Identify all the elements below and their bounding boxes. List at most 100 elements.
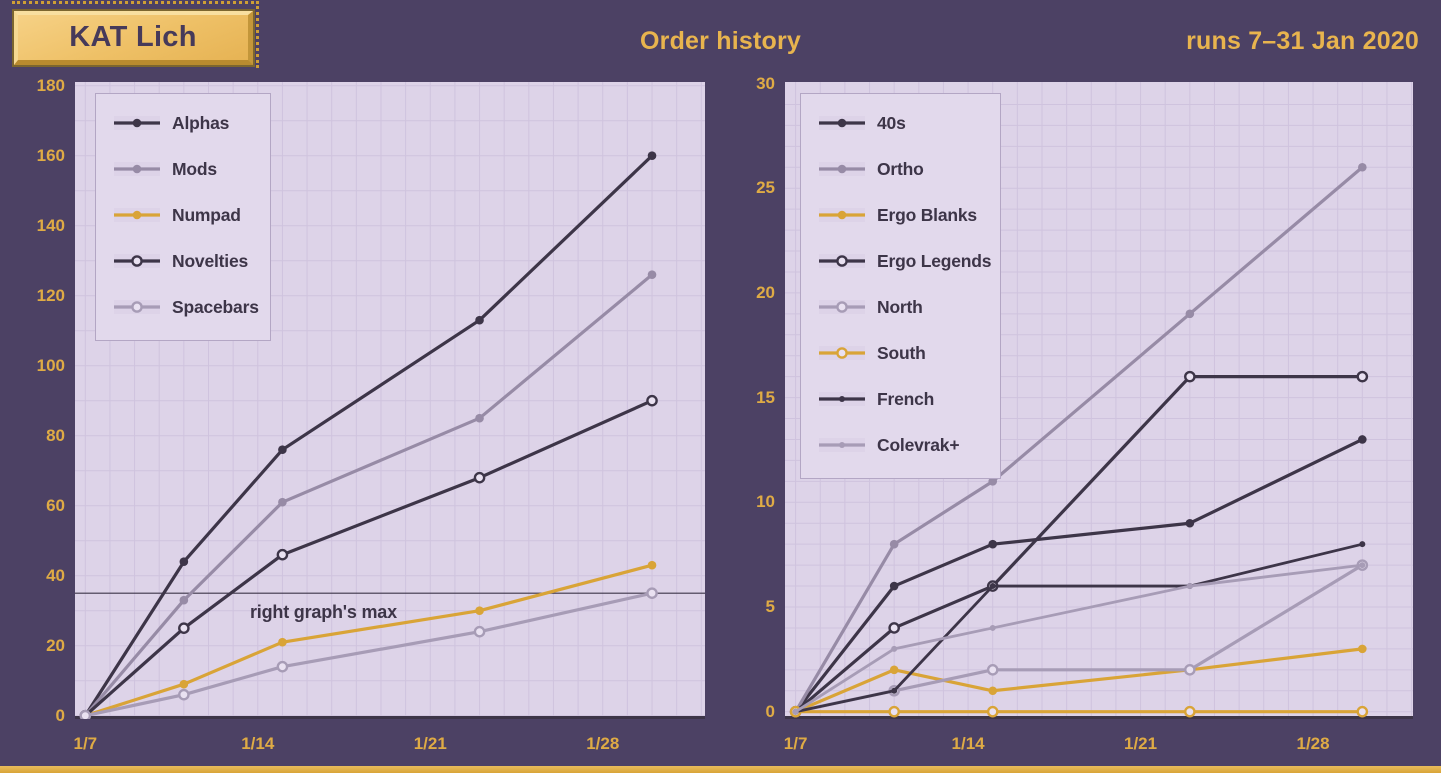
y-axis-tick-label: 20 [46,635,65,655]
bottom-accent-strip [0,766,1441,773]
legend-label: Spacebars [172,296,259,317]
legend-label: Ergo Legends [877,250,992,271]
data-point-mods [278,497,287,507]
legend-item-novelties: Novelties [114,238,270,284]
legend-swatch-ergo-blanks-icon [819,208,865,222]
x-axis-tick-label: 1/14 [241,734,275,753]
data-point-mods [647,270,657,279]
y-axis-tick-label: 100 [36,355,65,375]
data-point-colevrak [792,708,799,715]
data-point-ortho [988,477,998,486]
legend-swatch-40s-icon [819,116,865,130]
page-title: Order history [640,27,801,55]
kat-lich-keycap-button[interactable]: KAT Lich [12,9,255,67]
data-point-alphas [647,151,657,160]
x-axis-tick-label: 1/28 [1296,734,1330,753]
data-point-numpad [278,637,287,647]
y-axis-tick-label: 0 [765,701,775,721]
legend-label: South [877,342,926,363]
right-chart-plot [785,82,1413,719]
legend-swatch-novelties-icon [114,254,160,268]
data-point-numpad [647,560,657,570]
data-point-novelties [646,394,658,407]
data-point-ergo-legends [1184,370,1196,383]
y-axis-tick-label: 20 [756,282,775,302]
x-axis-tick-label: 1/28 [586,734,620,753]
data-point-spacebars [79,709,92,719]
y-axis-tick-label: 0 [55,705,65,725]
x-axis-tick-label: 1/7 [783,734,808,753]
data-point-numpad [475,606,484,615]
data-point-40s [988,539,998,549]
data-point-ergo-legends [1356,370,1369,383]
legend-label: Ergo Blanks [877,204,977,225]
date-range-label: runs 7–31 Jan 2020 [1186,27,1419,55]
legend-swatch-north-icon [819,300,865,314]
data-point-40s [889,581,899,591]
y-axis-tick-label: 80 [46,425,65,445]
x-axis-tick-label: 1/21 [1124,734,1158,753]
y-axis-tick-label: 40 [46,565,65,585]
data-point-north [1184,664,1196,676]
y-axis-tick-label: 120 [36,285,65,305]
data-point-south [986,705,999,718]
legend-label: French [877,388,935,409]
data-point-novelties [276,548,289,561]
data-point-ergo-blanks [988,686,998,696]
data-point-novelties [473,471,486,484]
legend-item-numpad: Numpad [114,192,270,238]
legend-item-alphas: Alphas [114,100,270,146]
legend-label: Colevrak+ [877,434,960,455]
legend-label: 40s [877,112,906,133]
data-point-40s [1185,518,1195,528]
legend-item-north: North [819,284,1000,330]
data-point-south [1184,705,1196,718]
legend-swatch-alphas-icon [114,116,160,130]
y-axis-tick-label: 30 [756,73,775,93]
legend-swatch-south-icon [819,346,865,360]
left-chart-legend: Alphas Mods Numpad Novelties Spacebars [95,93,271,341]
data-point-ergo-blanks [1358,644,1367,654]
x-axis-tick-label: 1/7 [73,734,98,753]
left-orders-chart: right graph's max Alphas Mods Numpad Novelt… [37,76,705,753]
data-point-mods [179,595,189,605]
y-axis-tick-label: 180 [36,75,65,95]
legend-swatch-ergo-legends-icon [819,254,865,268]
legend-swatch-numpad-icon [114,208,160,222]
data-point-ortho [889,539,899,549]
data-point-colevrak [1186,583,1193,590]
data-point-ergo-legends [888,622,900,634]
y-axis-tick-label: 10 [756,492,775,512]
legend-label: Numpad [172,204,241,225]
data-point-mods [475,413,484,423]
x-axis-tick-label: 1/21 [413,734,447,753]
legend-item-colevrak: Colevrak+ [819,422,1000,468]
right-chart-legend: 40s Ortho Ergo Blanks Ergo Legends North Sout… [800,93,1001,479]
y-axis-tick-label: 160 [36,145,65,165]
data-point-ortho [1185,309,1195,319]
legend-item-mods: Mods [114,146,270,192]
legend-label: North [877,296,923,317]
data-point-colevrak [891,645,898,652]
y-axis-tick-label: 5 [765,597,775,616]
data-point-ortho [1358,162,1367,172]
data-point-french [1359,541,1366,548]
data-point-numpad [179,679,189,689]
y-axis-tick-label: 25 [756,178,775,198]
legend-item-south: South [819,330,1000,376]
legend-swatch-spacebars-icon [114,300,160,314]
legend-swatch-colevrak-icon [819,438,865,452]
legend-item-40s: 40s [819,100,1000,146]
legend-item-french: French [819,376,1000,422]
legend-swatch-ortho-icon [819,162,865,176]
annotation-label: right graph's max [250,602,397,622]
legend-swatch-mods-icon [114,162,160,176]
data-point-french [989,583,996,590]
data-point-novelties [178,622,190,635]
data-point-alphas [179,557,189,566]
legend-item-ergo-legends: Ergo Legends [819,238,1000,284]
data-point-spacebars [473,625,486,638]
y-axis-tick-label: 15 [756,387,775,407]
data-point-spacebars [178,688,190,701]
